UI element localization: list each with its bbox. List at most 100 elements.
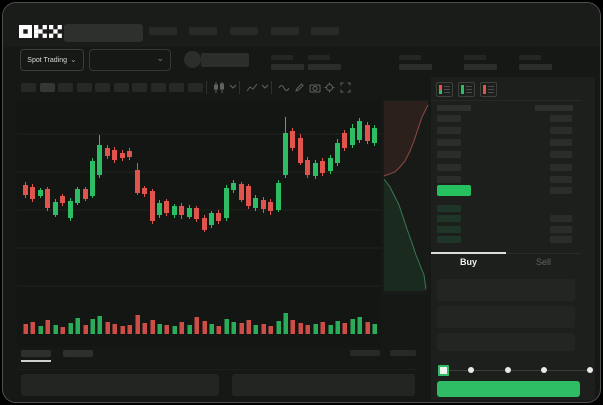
timeframe-button-2[interactable]: [39, 83, 55, 92]
pair-name-placeholder: [201, 53, 249, 67]
nav-item-1[interactable]: [149, 27, 177, 35]
settings-gear-icon[interactable]: [324, 82, 335, 93]
nav-item-4[interactable]: [271, 27, 299, 35]
market-type-selector[interactable]: Spot Trading ⌄: [20, 49, 84, 71]
orderbook-layout-asks-icon[interactable]: [480, 82, 497, 97]
toolbar-divider: [271, 81, 272, 94]
bottom-tab-open-orders[interactable]: [21, 350, 51, 357]
chevron-down-icon[interactable]: [229, 84, 237, 90]
search-input[interactable]: [64, 24, 143, 42]
buy-tab-indicator: [431, 252, 506, 254]
orderbook-layout-combined-icon[interactable]: [436, 82, 453, 97]
ask-row-amount-2[interactable]: [550, 127, 572, 134]
chevron-down-icon[interactable]: [261, 84, 269, 90]
orders-table-placeholder-right: [232, 374, 415, 396]
timeframe-button-9[interactable]: [169, 83, 184, 92]
slider-dot-4[interactable]: [541, 367, 547, 373]
ticker-stat-price: [271, 55, 304, 70]
price-input[interactable]: [437, 279, 575, 301]
slider-dot-2[interactable]: [468, 367, 474, 373]
top-navbar: [3, 3, 600, 47]
bid-row-price-2[interactable]: [437, 215, 461, 222]
total-input[interactable]: [437, 333, 575, 351]
bottom-tab-history[interactable]: [63, 350, 93, 357]
last-price-amount[interactable]: [550, 187, 572, 194]
tab-sell[interactable]: Sell: [535, 257, 551, 267]
ticker-stat-low: [464, 55, 497, 70]
draw-pencil-icon[interactable]: [294, 82, 305, 93]
ask-row-amount-3[interactable]: [550, 139, 572, 146]
timeframe-button-4[interactable]: [76, 83, 92, 92]
ask-row-price-2[interactable]: [437, 127, 461, 134]
timeframe-button-6[interactable]: [113, 83, 129, 92]
nav-item-5[interactable]: [311, 27, 339, 35]
chart-type-candles-icon[interactable]: [213, 82, 225, 93]
amount-input[interactable]: [437, 306, 575, 328]
bid-row-amount-2[interactable]: [550, 215, 572, 222]
ask-row-amount-6[interactable]: [550, 176, 572, 183]
timeframe-button-8[interactable]: [150, 83, 166, 92]
orderbook-layout-bids-icon[interactable]: [458, 82, 475, 97]
ask-row-price-5[interactable]: [437, 164, 461, 171]
ask-row-price-4[interactable]: [437, 151, 461, 158]
ask-row-amount-5[interactable]: [550, 164, 572, 171]
bid-row-amount-3[interactable]: [550, 226, 572, 233]
okx-logo-x: [49, 25, 62, 38]
slider-dot-3[interactable]: [505, 367, 511, 373]
panel-divider: [431, 100, 581, 101]
wave-tool-icon[interactable]: [278, 82, 290, 93]
ticker-stat-high: [399, 55, 432, 70]
ask-row-price-1[interactable]: [437, 115, 461, 122]
okx-logo: [19, 25, 62, 38]
bid-row-price-1[interactable]: [437, 205, 461, 212]
camera-snapshot-icon[interactable]: [309, 82, 321, 93]
fullscreen-expand-icon[interactable]: [340, 82, 351, 93]
ask-row-amount-4[interactable]: [550, 151, 572, 158]
slider-dot-5[interactable]: [587, 367, 593, 373]
depth-chart[interactable]: [382, 99, 429, 295]
tab-buy[interactable]: Buy: [459, 257, 477, 267]
buy-submit-button[interactable]: [437, 381, 580, 397]
ticker-stat-change: [308, 55, 341, 70]
timeframe-button-1[interactable]: [21, 83, 36, 92]
indicator-icon[interactable]: [246, 82, 258, 93]
coin-icon: [184, 51, 201, 68]
trade-side-panel: Buy Sell: [431, 77, 595, 400]
orders-table-placeholder-left: [21, 374, 219, 396]
bid-row-price-3[interactable]: [437, 226, 461, 233]
bottom-active-tab-indicator: [21, 360, 51, 362]
timeframe-button-10[interactable]: [187, 83, 203, 92]
candlestick-chart: [17, 117, 381, 334]
price-chart-canvas[interactable]: [17, 99, 381, 347]
nav-item-3[interactable]: [230, 27, 258, 35]
pair-selector-dropdown[interactable]: ⌄: [89, 49, 171, 71]
tab-divider: [431, 253, 581, 254]
timeframe-button-5[interactable]: [95, 83, 110, 92]
okx-logo-k: [34, 25, 47, 38]
chevron-down-icon: ⌄: [70, 54, 77, 64]
amount-slider-track[interactable]: [441, 370, 590, 371]
bid-row-price-4[interactable]: [437, 236, 461, 243]
chevron-down-icon: ⌄: [156, 53, 164, 63]
toolbar-divider: [239, 81, 240, 94]
last-price-bar[interactable]: [437, 185, 471, 196]
bottom-action-2[interactable]: [390, 350, 416, 356]
ticker-stat-volume: [519, 55, 552, 70]
ask-row-amount-1[interactable]: [550, 115, 572, 122]
ask-row-price-3[interactable]: [437, 139, 461, 146]
slider-handle[interactable]: [438, 365, 449, 376]
bottom-action-1[interactable]: [350, 350, 380, 356]
candle-bodies: [23, 121, 377, 230]
timeframe-button-3[interactable]: [58, 83, 73, 92]
ask-row-price-6[interactable]: [437, 176, 461, 183]
orderbook-amount-header: [535, 105, 573, 111]
timeframe-button-7[interactable]: [132, 83, 147, 92]
orderbook-price-header: [437, 105, 471, 111]
bid-row-amount-4[interactable]: [550, 236, 572, 243]
market-type-label: Spot Trading: [27, 56, 67, 64]
toolbar-divider: [206, 81, 207, 94]
depth-chart-svg: [383, 101, 429, 291]
nav-item-2[interactable]: [189, 27, 217, 35]
